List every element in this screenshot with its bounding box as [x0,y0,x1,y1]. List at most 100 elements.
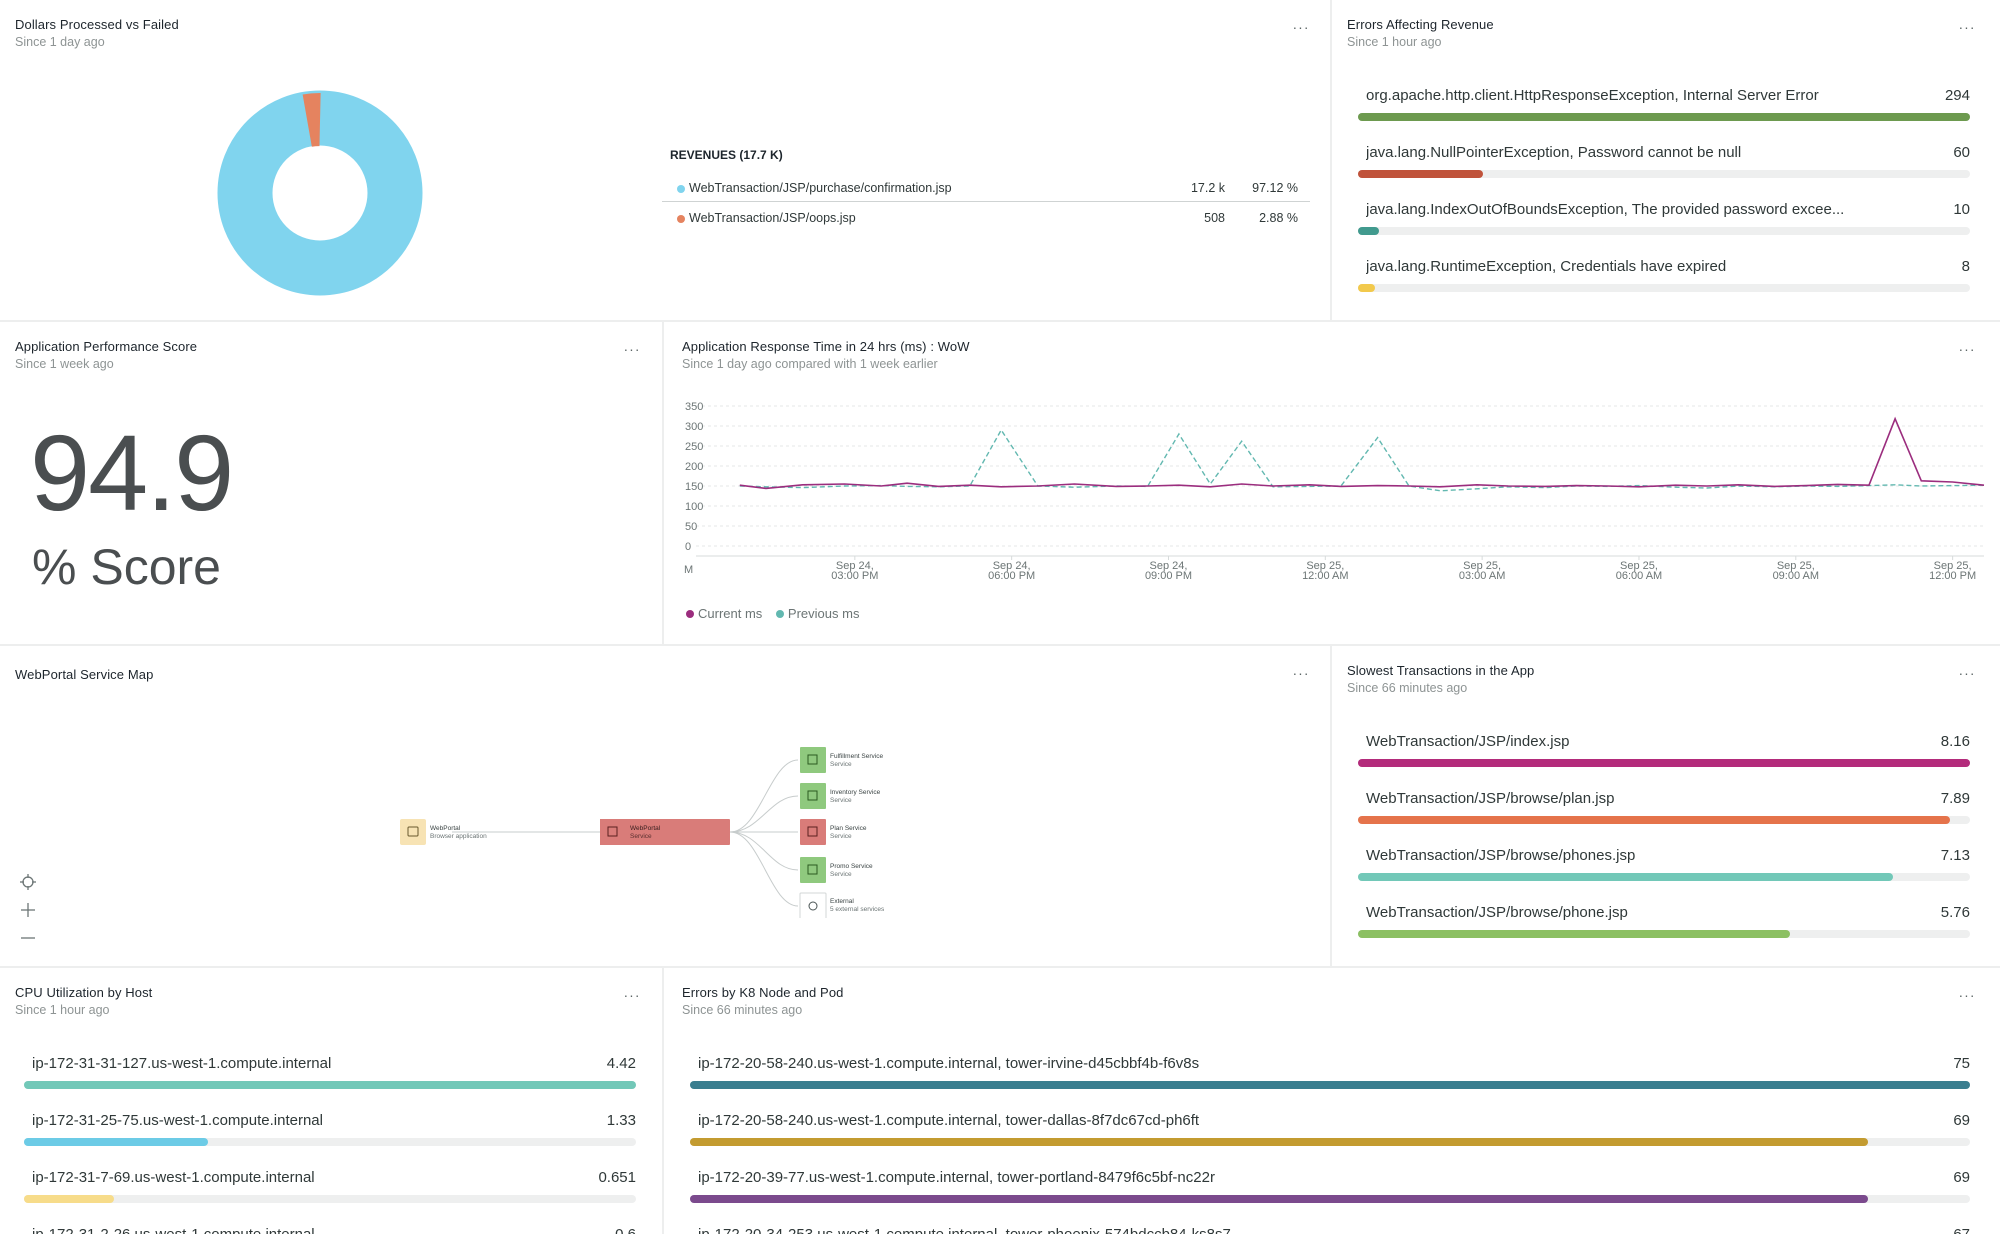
widget-menu-button[interactable]: ··· [623,987,641,1003]
widget-menu-button[interactable]: ··· [1958,341,1976,357]
y-tick-label: 50 [685,521,697,533]
node-sub: Service [830,833,852,840]
x-tick-label: Sep 24, [1150,560,1188,572]
bar-track [690,1138,1970,1146]
bar-label: ip-172-20-58-240.us-west-1.compute.inter… [698,1055,1200,1072]
bar-fill [1358,816,1950,824]
series-line-previous[interactable] [739,428,1985,492]
widget-title: CPU Utilization by Host [15,985,153,1000]
x-tick-label: Sep 25, [1777,560,1815,572]
revenue-name: WebTransaction/JSP/purchase/confirmation… [689,181,952,195]
bar-list-item[interactable]: WebTransaction/JSP/browse/plan.jsp 7.89 [1358,790,1970,846]
node-fulfillment-service[interactable]: Fulfillment Service Service [800,747,883,773]
x-tick-label: 09:00 AM [1773,570,1819,582]
bar-track [1358,759,1970,767]
cpu-bar-list: ip-172-31-31-127.us-west-1.compute.inter… [24,1055,636,1234]
widget-title: WebPortal Service Map [15,667,154,682]
revenue-row[interactable]: WebTransaction/JSP/oops.jsp 508 2.88 % [662,204,1310,232]
bar-list-item[interactable]: ip-172-31-31-127.us-west-1.compute.inter… [24,1055,636,1111]
bar-list-item[interactable]: java.lang.RuntimeException, Credentials … [1358,258,1970,314]
legend-item-previous[interactable]: Previous ms [775,606,859,621]
map-edges [452,759,799,907]
bar-fill [1358,873,1893,881]
x-tick-label: 03:00 AM [1459,570,1505,582]
bar-list-item[interactable]: ip-172-20-58-240.us-west-1.compute.inter… [690,1112,1970,1168]
bar-fill [1358,170,1483,178]
widget-menu-button[interactable]: ··· [1292,19,1310,35]
bar-track [1358,227,1970,235]
bar-list-item[interactable]: ip-172-20-58-240.us-west-1.compute.inter… [690,1055,1970,1111]
x-tick-label: Sep 25, [1463,560,1501,572]
node-browser-app[interactable]: WebPortal Browser application [400,819,487,845]
service-map-graph[interactable]: WebPortal Browser application WebPortal … [390,738,910,918]
donut-slice-oops[interactable] [302,91,330,147]
series-line-current[interactable] [739,416,1985,490]
bar-fill [690,1195,1868,1203]
bar-track [1358,284,1970,292]
widget-menu-button[interactable]: ··· [1958,987,1976,1003]
x-tick-label: 06:00 AM [1616,570,1662,582]
crosshair-icon[interactable] [16,870,40,894]
bar-list-item[interactable]: org.apache.http.client.HttpResponseExcep… [1358,87,1970,143]
y-tick-label: 300 [685,421,703,433]
legend-item-current[interactable]: Current ms [686,606,762,621]
bar-list-item[interactable]: java.lang.NullPointerException, Password… [1358,144,1970,200]
widget-menu-button[interactable]: ··· [1958,665,1976,681]
y-tick-label: 0 [685,541,691,553]
bar-fill [1358,113,1970,121]
bar-fill [1358,227,1379,235]
bar-list-item[interactable]: WebTransaction/JSP/browse/phone.jsp 5.76 [1358,904,1970,960]
minus-icon[interactable] [16,926,40,950]
bar-list-item[interactable]: ip-172-31-25-75.us-west-1.compute.intern… [24,1112,636,1168]
bar-list-item[interactable]: ip-172-31-2-26.us-west-1.compute.interna… [24,1226,636,1234]
bar-label: java.lang.IndexOutOfBoundsException, The… [1366,201,1845,218]
donut-chart [217,90,423,296]
bar-label: ip-172-31-2-26.us-west-1.compute.interna… [32,1226,566,1234]
donut-slice-confirmation[interactable] [217,90,423,296]
widget-subtitle: Since 66 minutes ago [682,1003,803,1017]
slowest-bar-list: WebTransaction/JSP/index.jsp 8.16 WebTrans… [1358,733,1970,963]
node-name: WebPortal [430,825,461,832]
bar-value: 60 [1953,144,1970,161]
node-sub: Service [630,833,652,840]
y-tick-label: 100 [685,501,703,513]
x-tick-label: Sep 25, [1306,560,1344,572]
widget-menu-button[interactable]: ··· [623,341,641,357]
bar-list-item[interactable]: java.lang.IndexOutOfBoundsException, The… [1358,201,1970,257]
bar-list-item[interactable]: WebTransaction/JSP/index.jsp 8.16 [1358,733,1970,789]
widget-subtitle: Since 1 hour ago [15,1003,110,1017]
bar-value: 0.651 [598,1169,636,1186]
bar-track [1358,816,1970,824]
node-promo-service[interactable]: Promo Service Service [800,857,873,883]
bar-value: 294 [1944,87,1970,104]
node-sub: Browser application [430,833,487,840]
revenue-row[interactable]: WebTransaction/JSP/purchase/confirmation… [662,174,1310,202]
node-sub: Service [830,797,852,804]
bar-fill [1358,930,1791,938]
node-external[interactable]: External 5 external services [799,892,885,918]
bar-list-item[interactable]: ip-172-20-34-253.us-west-1.compute.inter… [690,1226,1970,1234]
widget-menu-button[interactable]: ··· [1958,19,1976,35]
series-color-dot [677,185,685,193]
widget-title: Application Performance Score [15,339,198,354]
plus-icon[interactable] [16,898,40,922]
widget-title: Slowest Transactions in the App [1347,663,1535,678]
bar-track [24,1081,636,1089]
bar-list-item[interactable]: ip-172-31-7-69.us-west-1.compute.interna… [24,1169,636,1225]
node-plan-service[interactable]: Plan Service Service [800,819,867,845]
service-map-widget: WebPortal Service Map ··· WebPortal Brow… [0,646,1330,966]
widget-subtitle: Since 1 day ago compared with 1 week ear… [682,357,938,371]
bar-value: 69 [1953,1169,1970,1186]
bar-list-item[interactable]: WebTransaction/JSP/browse/phones.jsp 7.13 [1358,847,1970,903]
bar-label: java.lang.NullPointerException, Password… [1366,144,1742,161]
series-color-dot [677,215,685,223]
widget-menu-button[interactable]: ··· [1292,665,1310,681]
node-inventory-service[interactable]: Inventory Service Service [800,783,881,809]
node-sub: Service [830,761,852,768]
performance-score-widget: Application Performance Score Since 1 we… [0,322,662,644]
bar-list-item[interactable]: ip-172-20-39-77.us-west-1.compute.intern… [690,1169,1970,1225]
x-tick-label: 03:00 PM [831,570,878,582]
bar-value: 10 [1953,201,1970,218]
node-webportal-service[interactable]: WebPortal Service [600,819,730,845]
